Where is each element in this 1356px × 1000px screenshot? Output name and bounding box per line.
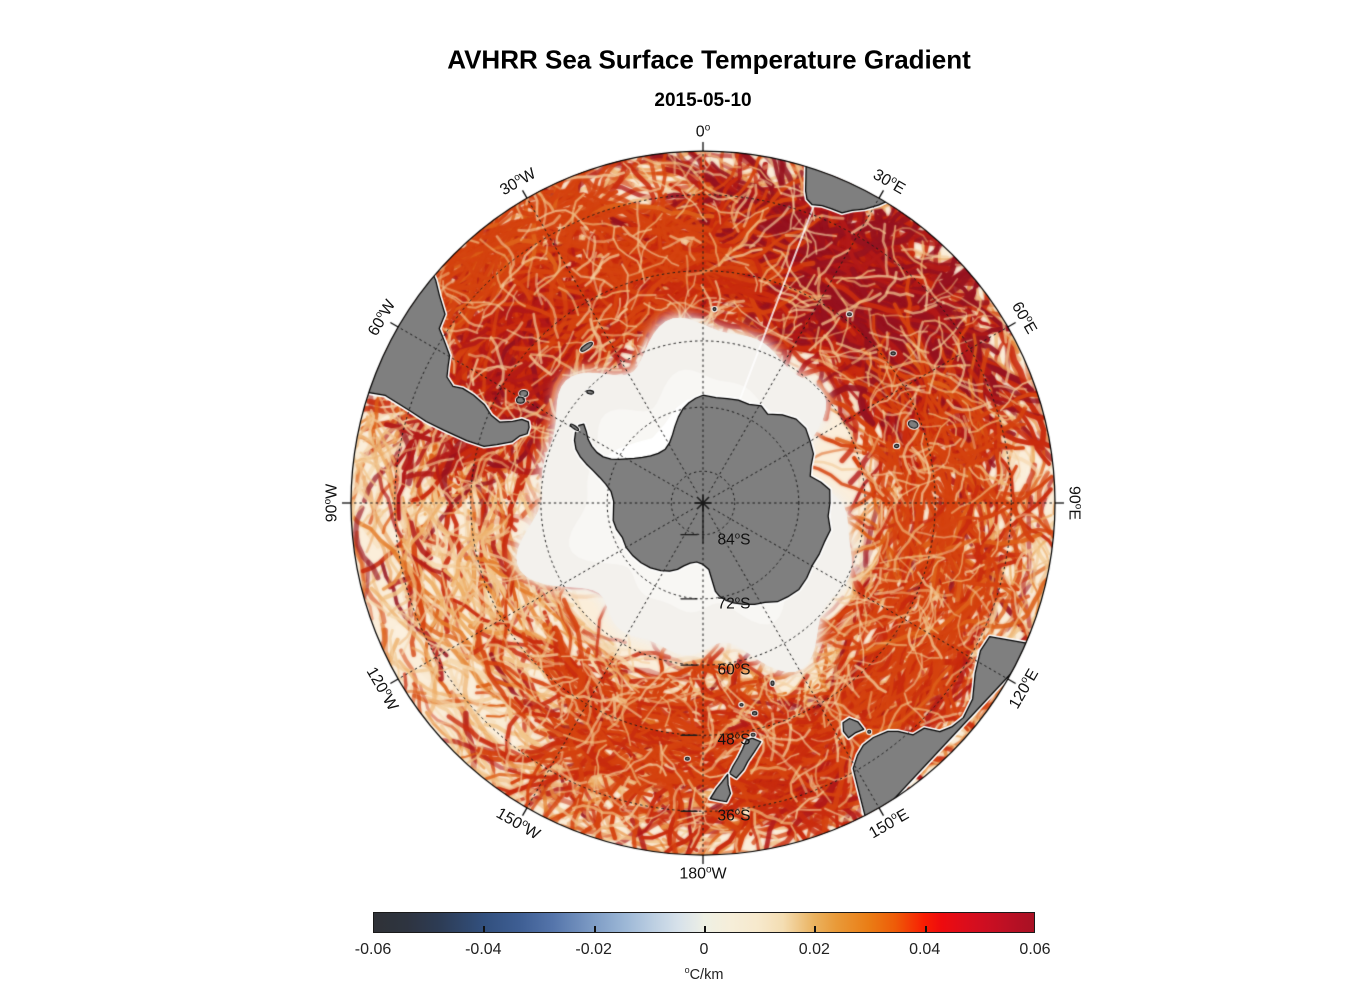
meridian-label-0: 0o — [695, 122, 711, 141]
colorbar-tick-mark — [704, 926, 706, 932]
figure-title: AVHRR Sea Surface Temperature Gradient — [447, 44, 971, 75]
colorbar-tick-label--0.02: -0.02 — [575, 941, 612, 958]
colorbar-tick-label-0: 0 — [699, 941, 709, 958]
colorbar-tick-mark — [593, 926, 596, 932]
parallel-label-60S: 60oS — [717, 660, 751, 679]
meridian-label-180W: 180oW — [679, 864, 727, 883]
colorbar-tick-mark — [483, 926, 486, 932]
colorbar-tick-label-0.04: 0.04 — [909, 941, 941, 958]
parallel-label-84S: 84oS — [717, 530, 751, 549]
colorbar-tick-mark — [814, 926, 817, 932]
colorbar-tick-mark — [924, 926, 927, 932]
colorbar-unit-degree: o — [684, 965, 690, 975]
parallel-label-36S: 36oS — [717, 806, 751, 825]
colorbar-tick-label--0.04: -0.04 — [465, 941, 502, 958]
figure-subtitle: 2015-05-10 — [654, 90, 752, 111]
meridian-label-90W: 90oW — [322, 483, 341, 523]
colorbar-unit-text: C/km — [689, 966, 724, 983]
colorbar-gradient — [373, 912, 1035, 933]
colorbar-tick-label--0.06: -0.06 — [354, 941, 392, 958]
colorbar-tick-label-0.06: 0.06 — [1019, 941, 1051, 958]
meridian-label-90E: 90oE — [1065, 486, 1084, 520]
parallel-label-48S: 48oS — [717, 730, 751, 749]
colorbar-tick-label-0.02: 0.02 — [798, 941, 830, 958]
parallel-label-72S: 72oS — [717, 594, 751, 613]
colorbar-unit: oC/km — [685, 965, 724, 983]
